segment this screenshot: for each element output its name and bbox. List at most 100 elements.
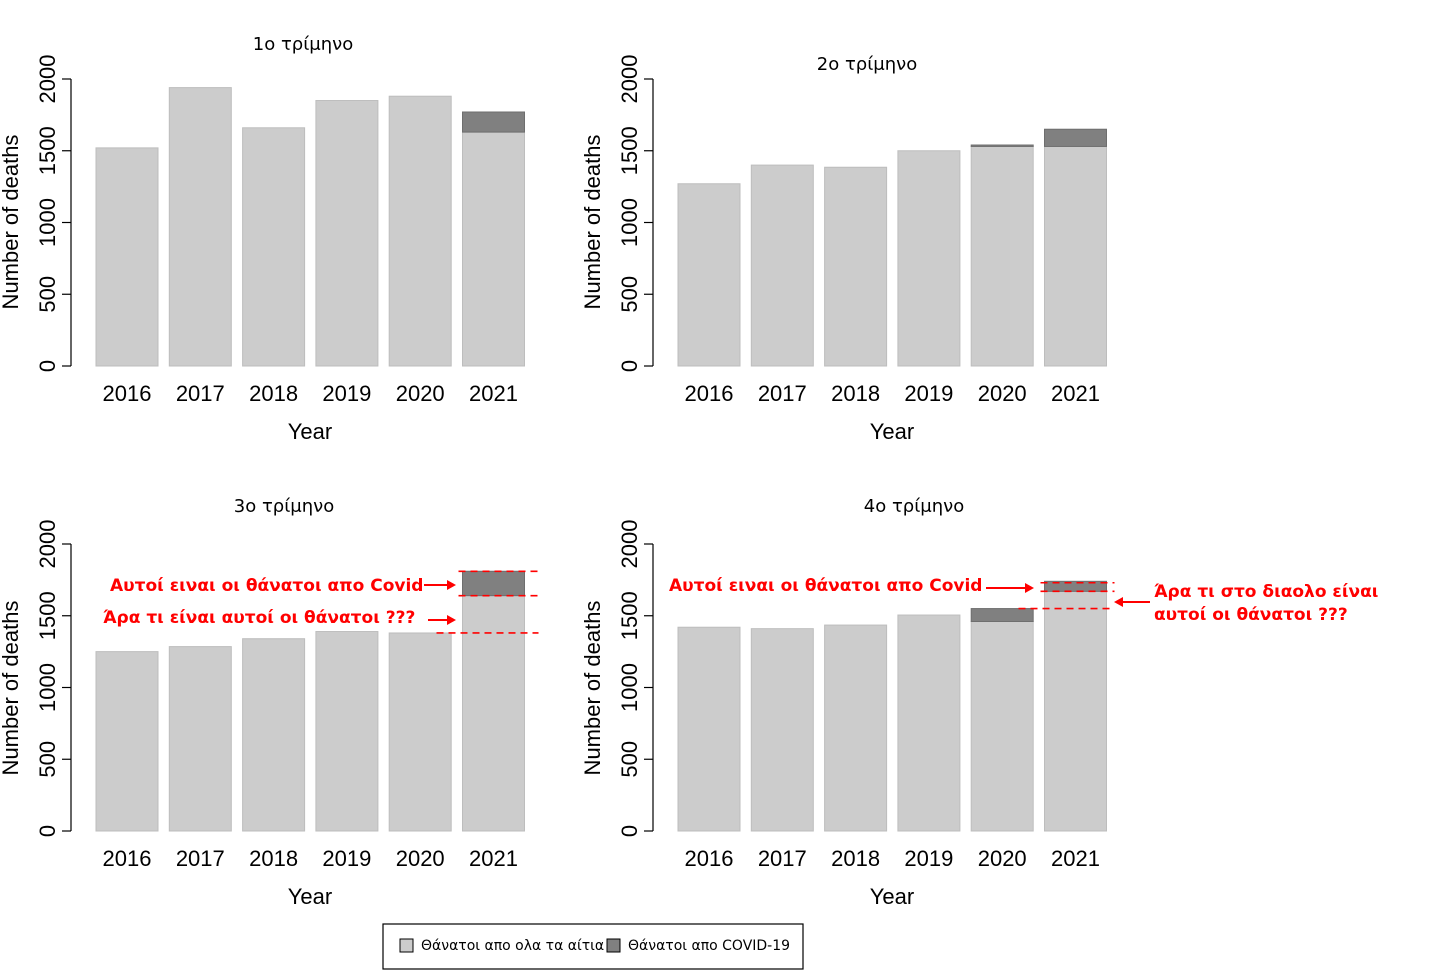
x-tick-label: 2018 <box>249 381 298 406</box>
x-axis-label: Year <box>288 884 332 909</box>
x-tick-label: 2017 <box>176 846 225 871</box>
x-tick-label: 2021 <box>1051 846 1100 871</box>
x-tick-label: 2018 <box>831 381 880 406</box>
y-axis-label: Number of deaths <box>580 135 605 310</box>
y-tick-label: 1500 <box>35 591 60 640</box>
x-axis-ticks: 2016 2017 2018 2019 2020 2021 <box>685 381 1100 406</box>
y-axis-label: Number of deaths <box>0 135 23 310</box>
bar-all-causes-2020 <box>970 620 1034 832</box>
bar-all-causes-2018 <box>242 638 306 832</box>
x-tick-label: 2020 <box>978 381 1027 406</box>
x-tick-label: 2016 <box>685 846 734 871</box>
y-axis-label: Number of deaths <box>580 601 605 776</box>
bar-group <box>95 570 525 832</box>
bar-all-causes-2017 <box>168 646 232 832</box>
chart-title: 1ο τρίμηνο <box>253 34 353 55</box>
bar-all-causes-2018 <box>824 166 888 367</box>
x-axis-label: Year <box>870 884 914 909</box>
annotation-arrowhead <box>1114 597 1123 607</box>
x-tick-label: 2021 <box>469 846 518 871</box>
bar-all-causes-2020 <box>388 632 452 832</box>
y-tick-label: 2000 <box>617 55 642 104</box>
x-axis-label: Year <box>870 419 914 444</box>
bar-all-causes-2018 <box>824 624 888 832</box>
y-axis: 0 500 1000 1500 2000 <box>617 55 654 372</box>
bar-all-causes-2016 <box>95 651 159 832</box>
legend-swatch-covid <box>606 938 621 953</box>
annotation-arrowhead <box>1025 583 1034 593</box>
bar-all-causes-2017 <box>750 164 814 367</box>
x-tick-label: 2017 <box>758 381 807 406</box>
y-axis: 0 500 1000 1500 2000 <box>35 520 72 837</box>
x-tick-label: 2016 <box>103 846 152 871</box>
panel-q4: 4ο τρίμηνο 0 500 1000 1500 2000 2016 2017 2018… <box>580 496 1378 909</box>
y-tick-label: 500 <box>617 276 642 313</box>
y-tick-label: 1000 <box>35 198 60 247</box>
bar-covid-2021 <box>462 570 525 597</box>
bar-all-causes-2017 <box>168 87 232 367</box>
y-tick-label: 2000 <box>35 520 60 569</box>
bar-covid-2020 <box>970 608 1034 622</box>
bar-all-causes-2019 <box>897 614 961 832</box>
chart-title: 4ο τρίμηνο <box>864 496 964 517</box>
y-tick-label: 500 <box>35 741 60 778</box>
x-tick-label: 2021 <box>1051 381 1100 406</box>
x-tick-label: 2016 <box>685 381 734 406</box>
y-axis: 0 500 1000 1500 2000 <box>35 55 72 372</box>
y-tick-label: 1000 <box>617 663 642 712</box>
bar-all-causes-2019 <box>897 150 961 367</box>
annotation-arrowhead <box>447 580 456 590</box>
y-tick-label: 1500 <box>35 126 60 175</box>
x-tick-label: 2019 <box>322 381 371 406</box>
bar-group <box>95 87 525 367</box>
x-tick-label: 2019 <box>322 846 371 871</box>
bar-all-causes-2021 <box>1044 590 1107 832</box>
bar-covid-2021 <box>1044 128 1107 147</box>
x-tick-label: 2020 <box>978 846 1027 871</box>
bar-all-causes-2016 <box>677 183 741 367</box>
x-tick-label: 2018 <box>831 846 880 871</box>
annotation-question-text-line2: αυτοί οι θάνατοι ??? <box>1154 605 1348 625</box>
y-tick-label: 2000 <box>617 520 642 569</box>
bar-all-causes-2019 <box>315 100 379 367</box>
bar-all-causes-2016 <box>677 626 741 832</box>
y-axis: 0 500 1000 1500 2000 <box>617 520 654 837</box>
annotation-question-text: Άρα τι είναι αυτοί οι θάνατοι ??? <box>103 608 415 628</box>
bar-all-causes-2021 <box>1044 145 1107 367</box>
y-tick-label: 1500 <box>617 126 642 175</box>
x-axis-label: Year <box>288 419 332 444</box>
bar-covid-2021 <box>1044 580 1107 592</box>
annotation-covid-text: Αυτοί ειναι οι θάνατοι απο Covid <box>110 576 423 596</box>
y-tick-label: 500 <box>35 276 60 313</box>
annotation-arrowhead <box>447 615 456 625</box>
x-tick-label: 2020 <box>396 846 445 871</box>
x-tick-label: 2021 <box>469 381 518 406</box>
bar-all-causes-2021 <box>462 131 525 367</box>
legend: Θάνατοι απο ολα τα αίτια Θάνατοι απο COV… <box>382 923 804 970</box>
chart-title: 2ο τρίμηνο <box>817 54 917 75</box>
x-tick-label: 2018 <box>249 846 298 871</box>
y-tick-label: 0 <box>35 825 60 837</box>
y-tick-label: 0 <box>617 360 642 372</box>
bar-group <box>677 128 1107 367</box>
bar-all-causes-2016 <box>95 147 159 367</box>
annotation-covid-text: Αυτοί ειναι οι θάνατοι απο Covid <box>669 576 982 596</box>
annotation-question-text-line1: Άρα τι στο διαολο είναι <box>1154 582 1378 602</box>
y-tick-label: 1000 <box>35 663 60 712</box>
legend-label-covid: Θάνατοι απο COVID-19 <box>628 938 790 954</box>
x-tick-label: 2019 <box>904 846 953 871</box>
panel-q1: 1ο τρίμηνο 0 500 1000 1500 2000 2016 2017 2018… <box>0 34 525 444</box>
bar-all-causes-2020 <box>388 95 452 367</box>
y-tick-label: 1000 <box>617 198 642 247</box>
bar-all-causes-2017 <box>750 628 814 832</box>
y-axis-label: Number of deaths <box>0 601 23 776</box>
bar-group <box>677 580 1107 832</box>
x-tick-label: 2017 <box>176 381 225 406</box>
legend-box <box>382 923 804 970</box>
panel-q3: 3ο τρίμηνο 0 500 1000 1500 2000 2016 2017 2018… <box>0 496 539 909</box>
y-tick-label: 0 <box>617 825 642 837</box>
x-tick-label: 2019 <box>904 381 953 406</box>
y-tick-label: 500 <box>617 741 642 778</box>
legend-label-all-causes: Θάνατοι απο ολα τα αίτια <box>421 938 604 954</box>
